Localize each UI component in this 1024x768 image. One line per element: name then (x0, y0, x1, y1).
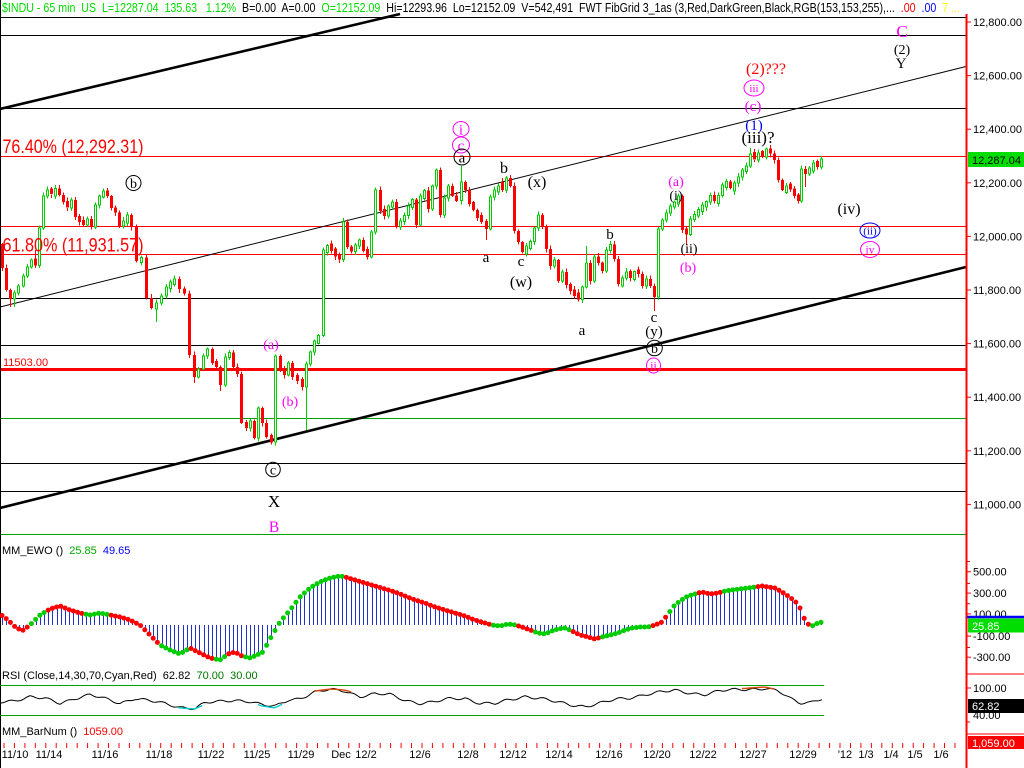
svg-text:MM_BarNum () 1059.00: MM_BarNum () 1059.00 (2, 726, 123, 738)
svg-text:300.00: 300.00 (973, 588, 1007, 600)
svg-text:(iii)?: (iii)? (741, 128, 774, 147)
svg-text:(2)???: (2)??? (746, 61, 786, 78)
svg-text:11,000.00: 11,000.00 (973, 499, 1021, 511)
svg-text:(ii): (ii) (680, 242, 697, 257)
svg-text:12/22: 12/22 (689, 749, 717, 761)
svg-text:'12: '12 (838, 749, 852, 761)
svg-text:c: c (270, 464, 276, 479)
svg-text:c: c (458, 138, 465, 154)
svg-text:25.85: 25.85 (972, 621, 1000, 633)
svg-text:(c): (c) (745, 99, 762, 115)
svg-text:iii: iii (749, 83, 758, 95)
svg-text:(i): (i) (669, 189, 683, 204)
svg-text:MM_EWO () 25.85 49.65: MM_EWO () 25.85 49.65 (2, 545, 130, 557)
svg-text:(b): (b) (282, 395, 299, 410)
svg-text:11,400.00: 11,400.00 (973, 392, 1021, 404)
svg-text:(y): (y) (645, 324, 663, 340)
svg-text:12/8: 12/8 (457, 749, 478, 761)
svg-text:12/12: 12/12 (499, 749, 527, 761)
svg-text:1/5: 1/5 (907, 749, 922, 761)
svg-text:100.00: 100.00 (973, 683, 1007, 695)
svg-text:11,600.00: 11,600.00 (973, 339, 1021, 351)
svg-text:12/6: 12/6 (409, 749, 430, 761)
svg-text:i: i (459, 122, 463, 138)
svg-text:(a): (a) (668, 175, 684, 190)
svg-text:11/10: 11/10 (2, 749, 29, 761)
svg-text:12,000.00: 12,000.00 (973, 231, 1022, 243)
svg-text:(a): (a) (263, 338, 279, 353)
svg-text:11/18: 11/18 (146, 749, 173, 761)
svg-text:$INDU - 65 min US L=12287.04: $INDU - 65 min US L=12287.04 135.63 1.12… (2, 1, 960, 15)
svg-text:c: c (518, 254, 525, 270)
svg-text:500.00: 500.00 (973, 567, 1007, 579)
svg-text:12,600.00: 12,600.00 (973, 71, 1022, 83)
svg-text:b: b (500, 160, 508, 177)
svg-text:-300.00: -300.00 (973, 652, 1010, 664)
svg-text:Y: Y (896, 56, 907, 72)
svg-text:(x): (x) (528, 174, 547, 191)
svg-text:RSI (Close,14,30,70,Cyan,Red): RSI (Close,14,30,70,Cyan,Red) 62.82 70.0… (2, 670, 258, 682)
svg-text:(b): (b) (680, 261, 697, 276)
svg-text:b: b (651, 342, 658, 357)
svg-text:11/29: 11/29 (288, 749, 315, 761)
svg-text:1,059.00: 1,059.00 (972, 738, 1015, 750)
svg-text:Dec: Dec (331, 749, 351, 761)
svg-text:X: X (268, 492, 280, 511)
svg-text:12/14: 12/14 (545, 749, 573, 761)
svg-text:B: B (269, 519, 279, 536)
svg-text:(1): (1) (745, 118, 763, 134)
svg-text:1/3: 1/3 (858, 749, 873, 761)
svg-text:12/16: 12/16 (595, 749, 623, 761)
svg-text:a: a (459, 150, 466, 166)
svg-text:11503.00: 11503.00 (3, 357, 48, 369)
svg-text:11/22: 11/22 (198, 749, 225, 761)
svg-text:12,400.00: 12,400.00 (973, 124, 1022, 136)
svg-text:(2): (2) (894, 43, 911, 58)
svg-text:C: C (896, 22, 907, 41)
svg-text:62.82: 62.82 (972, 701, 1000, 713)
svg-text:c: c (651, 310, 658, 326)
svg-text:11/16: 11/16 (92, 749, 119, 761)
svg-text:12/2: 12/2 (355, 749, 376, 761)
svg-text:76.40% (12,292.31): 76.40% (12,292.31) (3, 137, 144, 158)
svg-text:11,800.00: 11,800.00 (973, 285, 1021, 297)
svg-text:(iv): (iv) (837, 201, 860, 218)
svg-text:b: b (130, 177, 137, 192)
svg-text:11/14: 11/14 (36, 749, 63, 761)
svg-text:(w): (w) (510, 274, 532, 291)
svg-text:1/6: 1/6 (933, 749, 948, 761)
svg-text:-100.00: -100.00 (973, 631, 1010, 643)
svg-text:12,800.00: 12,800.00 (973, 17, 1022, 29)
svg-text:12/29: 12/29 (789, 749, 817, 761)
svg-text:11/25: 11/25 (244, 749, 271, 761)
svg-text:12/20: 12/20 (643, 749, 671, 761)
svg-text:a: a (579, 323, 586, 339)
svg-text:(ii): (ii) (863, 226, 877, 238)
svg-text:12,200.00: 12,200.00 (973, 178, 1022, 190)
svg-text:61.80% (11,931.57): 61.80% (11,931.57) (3, 235, 144, 256)
svg-text:11,200.00: 11,200.00 (973, 446, 1021, 458)
svg-text:12/27: 12/27 (739, 749, 767, 761)
svg-text:iv: iv (866, 245, 875, 257)
svg-text:ii: ii (650, 361, 656, 373)
svg-text:40.00: 40.00 (973, 710, 1001, 722)
svg-text:a: a (483, 250, 490, 266)
svg-text:b: b (606, 227, 614, 243)
svg-text:1/4: 1/4 (883, 749, 898, 761)
svg-text:12,287.04: 12,287.04 (972, 155, 1021, 167)
